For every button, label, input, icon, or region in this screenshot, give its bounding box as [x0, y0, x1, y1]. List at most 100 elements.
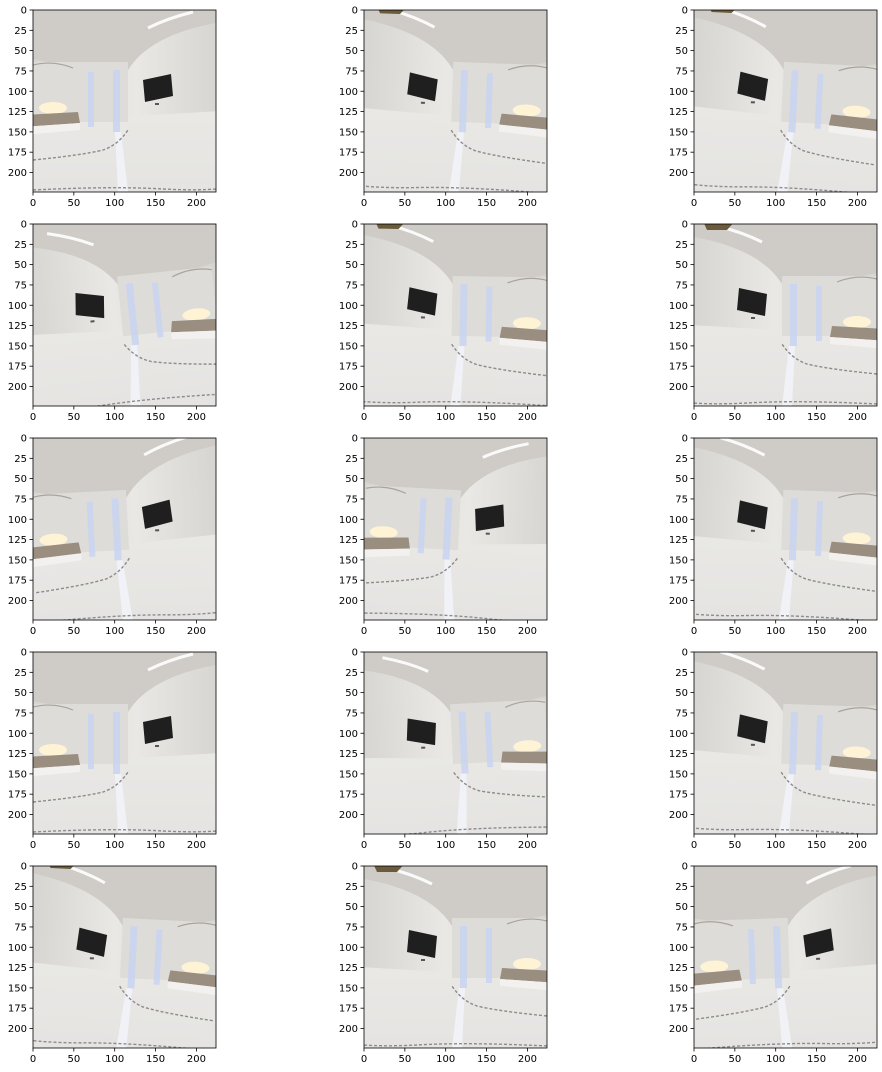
panel-axes: 0 50 100 150 200 0 25 50 75 100 125 150 175 200: [339, 648, 548, 851]
window-2: [127, 926, 138, 989]
tv-stand: [750, 743, 755, 746]
y-tick-label: 0: [352, 862, 358, 873]
axes-frame: [693, 437, 878, 621]
y-tick-label: 75: [675, 66, 688, 77]
y-tick-label: 75: [14, 922, 27, 933]
window-1: [86, 501, 96, 557]
augmented-view-2: 0 50 100 150 200 0 25 50 75 100 125 150 175 200: [334, 2, 557, 214]
x-tick-label: 200: [187, 840, 206, 851]
y-tick-label: 100: [339, 515, 358, 526]
panel-image: [364, 866, 547, 1048]
floor: [33, 111, 216, 192]
y-tick-label: 75: [345, 494, 358, 505]
y-tick-label: 0: [352, 6, 358, 17]
ceiling: [33, 438, 216, 498]
floor-stripe-2: [33, 187, 216, 191]
y-tick-label: 100: [669, 87, 688, 98]
y-tick-label: 50: [345, 474, 358, 485]
y-tick-label: 175: [669, 362, 688, 373]
tv-stand: [750, 101, 755, 104]
bed-cover: [171, 318, 216, 333]
y-tick-label: 200: [339, 382, 358, 393]
floor-stripe-2: [33, 1037, 212, 1048]
floor-stripe-1: [450, 343, 547, 377]
x-tick-label: 200: [518, 412, 537, 423]
bed-base: [828, 125, 877, 141]
y-tick-label: 200: [339, 1024, 358, 1035]
x-tick-label: 0: [30, 840, 36, 851]
x-tick-label: 100: [766, 1054, 785, 1065]
window-2: [111, 498, 122, 561]
x-tick-label: 150: [146, 840, 165, 851]
x-tick-label: 150: [807, 412, 826, 423]
floor: [694, 962, 877, 1048]
panel-svg: 0 50 100 150 200 0 25 50 75 100 125 150 175 200: [8, 862, 217, 1065]
scene: [364, 10, 547, 192]
panel-image: [33, 438, 216, 620]
tv: [141, 499, 173, 529]
bed-cover: [33, 754, 80, 769]
y-tick-label: 175: [8, 1004, 27, 1015]
y-tick-label: 75: [675, 708, 688, 719]
window-1: [88, 72, 94, 127]
y-tick-label: 50: [14, 688, 27, 699]
y-tick-label: 75: [14, 708, 27, 719]
y-tick-label: 200: [8, 810, 27, 821]
y-tick-label: 75: [675, 494, 688, 505]
y-tick-label: 200: [669, 1024, 688, 1035]
window-reflection: [448, 132, 464, 192]
panel-image: [694, 10, 877, 192]
y-tick-label: 125: [669, 749, 688, 760]
lamp-glow: [513, 958, 541, 970]
axes-frame: [32, 223, 217, 407]
y-tick-label: 75: [675, 280, 688, 291]
x-tick-label: 150: [477, 1054, 496, 1065]
window-1: [417, 498, 427, 554]
y-tick-label: 175: [339, 362, 358, 373]
bed-base: [828, 552, 877, 567]
x-tick-label: 200: [187, 198, 206, 209]
floor: [33, 753, 216, 834]
floor-stripe-1: [33, 771, 129, 803]
ceiling: [694, 866, 877, 926]
panel-axes: 0 50 100 150 200 0 25 50 75 100 125 150 175 200: [669, 434, 878, 637]
y-tick-label: 150: [339, 555, 358, 566]
bed-cover: [499, 326, 547, 343]
y-tick-label: 25: [14, 882, 27, 893]
shelf: [838, 66, 877, 72]
y-tick-label: 150: [8, 983, 27, 994]
panel-axes: 0 50 100 150 200 0 25 50 75 100 125 150 175 200: [339, 6, 548, 209]
y-tick-label: 100: [339, 87, 358, 98]
y-tick-label: 50: [14, 474, 27, 485]
floor-stripe-2: [694, 181, 873, 192]
axes-frame: [363, 9, 548, 193]
x-tick-label: 100: [105, 840, 124, 851]
light-streak: [147, 10, 194, 30]
tv: [407, 930, 437, 958]
augmented-view-15: 0 50 100 150 200 0 25 50 75 100 125 150 175 200: [664, 858, 882, 1070]
light-streak: [147, 652, 194, 672]
y-tick-label: 150: [339, 983, 358, 994]
lamp-glow: [369, 526, 398, 539]
panel-svg: 0 50 100 150 200 0 25 50 75 100 125 150 175 200: [669, 434, 878, 637]
y-tick-label: 175: [8, 362, 27, 373]
shelf: [506, 918, 547, 925]
y-tick-label: 75: [345, 66, 358, 77]
y-tick-label: 200: [339, 168, 358, 179]
floor: [364, 106, 547, 192]
bed-cover: [829, 541, 877, 559]
window-2: [460, 926, 467, 988]
scene: [33, 224, 216, 406]
y-tick-label: 25: [345, 240, 358, 251]
floor-stripe-1: [118, 985, 213, 1022]
window-2: [113, 70, 120, 132]
x-tick-label: 100: [766, 840, 785, 851]
ceiling: [694, 224, 877, 284]
floor-stripe-1: [450, 129, 545, 164]
light-streak: [721, 10, 767, 29]
ceiling: [364, 652, 547, 713]
window-2: [788, 498, 799, 561]
panel-svg: 0 50 100 150 200 0 25 50 75 100 125 150 175 200: [669, 6, 878, 209]
floor: [364, 322, 547, 406]
y-tick-label: 50: [14, 46, 27, 57]
